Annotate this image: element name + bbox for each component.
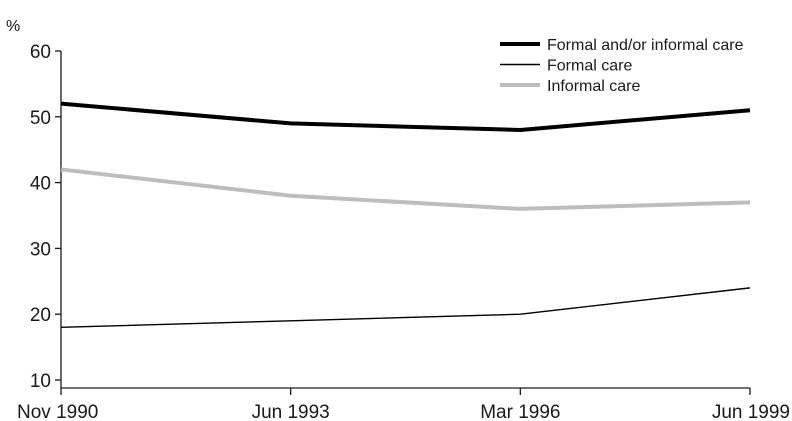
y-tick-label: 20	[30, 305, 51, 326]
y-axis-unit-label: %	[6, 18, 20, 35]
axes: 10 20 30 40 50 60 Nov 1990 Jun 1993 Mar 1996 Jun …	[17, 42, 790, 421]
legend-label-3: Informal care	[547, 78, 640, 95]
y-tick-label: 50	[30, 108, 51, 129]
series-lines	[60, 101, 751, 329]
series-line-1	[60, 101, 751, 132]
y-tick-label: 30	[30, 239, 51, 260]
x-tick-label: Jun 1993	[252, 402, 330, 421]
legend-label-2: Formal care	[547, 58, 632, 75]
series-line-2	[60, 287, 751, 329]
x-tick-label: Jun 1999	[712, 402, 790, 421]
x-tick-label: Mar 1996	[480, 402, 560, 421]
y-tick-label: 60	[30, 42, 51, 63]
y-tick-label: 10	[30, 371, 51, 392]
legend: Formal and/or informal care Formal care In…	[500, 37, 744, 95]
legend-label-1: Formal and/or informal care	[547, 37, 744, 54]
x-tick-label: Nov 1990	[17, 402, 98, 421]
y-tick-label: 40	[30, 174, 51, 195]
series-line-3	[60, 167, 751, 211]
